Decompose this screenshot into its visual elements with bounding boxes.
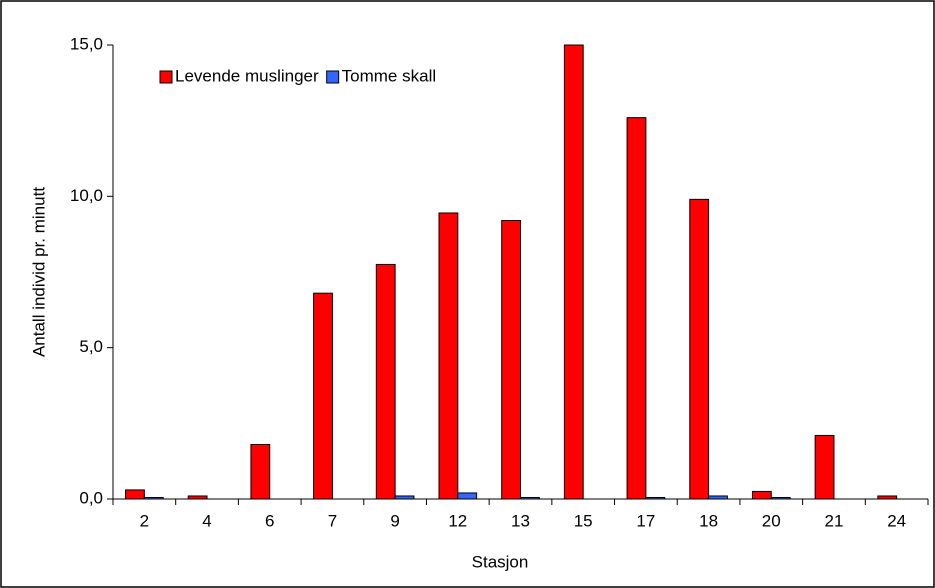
bar bbox=[313, 292, 333, 500]
x-tick-label: 2 bbox=[140, 511, 149, 530]
bar bbox=[438, 212, 459, 500]
bar bbox=[375, 263, 396, 500]
bar bbox=[626, 117, 647, 500]
bar bbox=[770, 496, 791, 500]
x-tick-label: 17 bbox=[636, 511, 655, 530]
x-tick-label: 24 bbox=[887, 511, 906, 530]
x-tick-label: 6 bbox=[265, 511, 274, 530]
bar bbox=[689, 198, 710, 500]
legend-swatch bbox=[326, 70, 340, 84]
legend-swatch bbox=[159, 70, 173, 84]
x-tick-label: 21 bbox=[825, 511, 844, 530]
x-tick-label: 18 bbox=[699, 511, 718, 530]
bar bbox=[394, 495, 415, 500]
x-tick-label: 13 bbox=[511, 511, 530, 530]
bar bbox=[457, 492, 478, 500]
legend-label: Levende muslinger bbox=[175, 66, 319, 85]
bar bbox=[125, 489, 145, 500]
x-tick-label: 4 bbox=[202, 511, 211, 530]
bar bbox=[187, 495, 208, 500]
y-tick-label: 10,0 bbox=[70, 186, 103, 205]
x-tick-label: 9 bbox=[390, 511, 399, 530]
y-tick-label: 15,0 bbox=[70, 34, 103, 53]
y-tick-label: 5,0 bbox=[79, 337, 103, 356]
bar bbox=[563, 44, 584, 500]
bar bbox=[143, 496, 164, 500]
bar bbox=[814, 434, 835, 500]
bar bbox=[520, 496, 540, 500]
y-tick-label: 0,0 bbox=[79, 488, 103, 507]
bar bbox=[250, 444, 271, 500]
y-axis-label: Antall individ pr. minutt bbox=[29, 187, 48, 357]
x-tick-label: 12 bbox=[448, 511, 467, 530]
bar bbox=[645, 496, 666, 500]
x-tick-label: 15 bbox=[574, 511, 593, 530]
x-tick-label: 20 bbox=[762, 511, 781, 530]
x-tick-label: 7 bbox=[328, 511, 337, 530]
bar bbox=[751, 490, 772, 500]
bar bbox=[501, 220, 522, 500]
x-axis-label: Stasjon bbox=[472, 552, 529, 571]
legend-label: Tomme skall bbox=[342, 66, 436, 85]
bar bbox=[708, 495, 728, 500]
bar bbox=[877, 495, 898, 500]
